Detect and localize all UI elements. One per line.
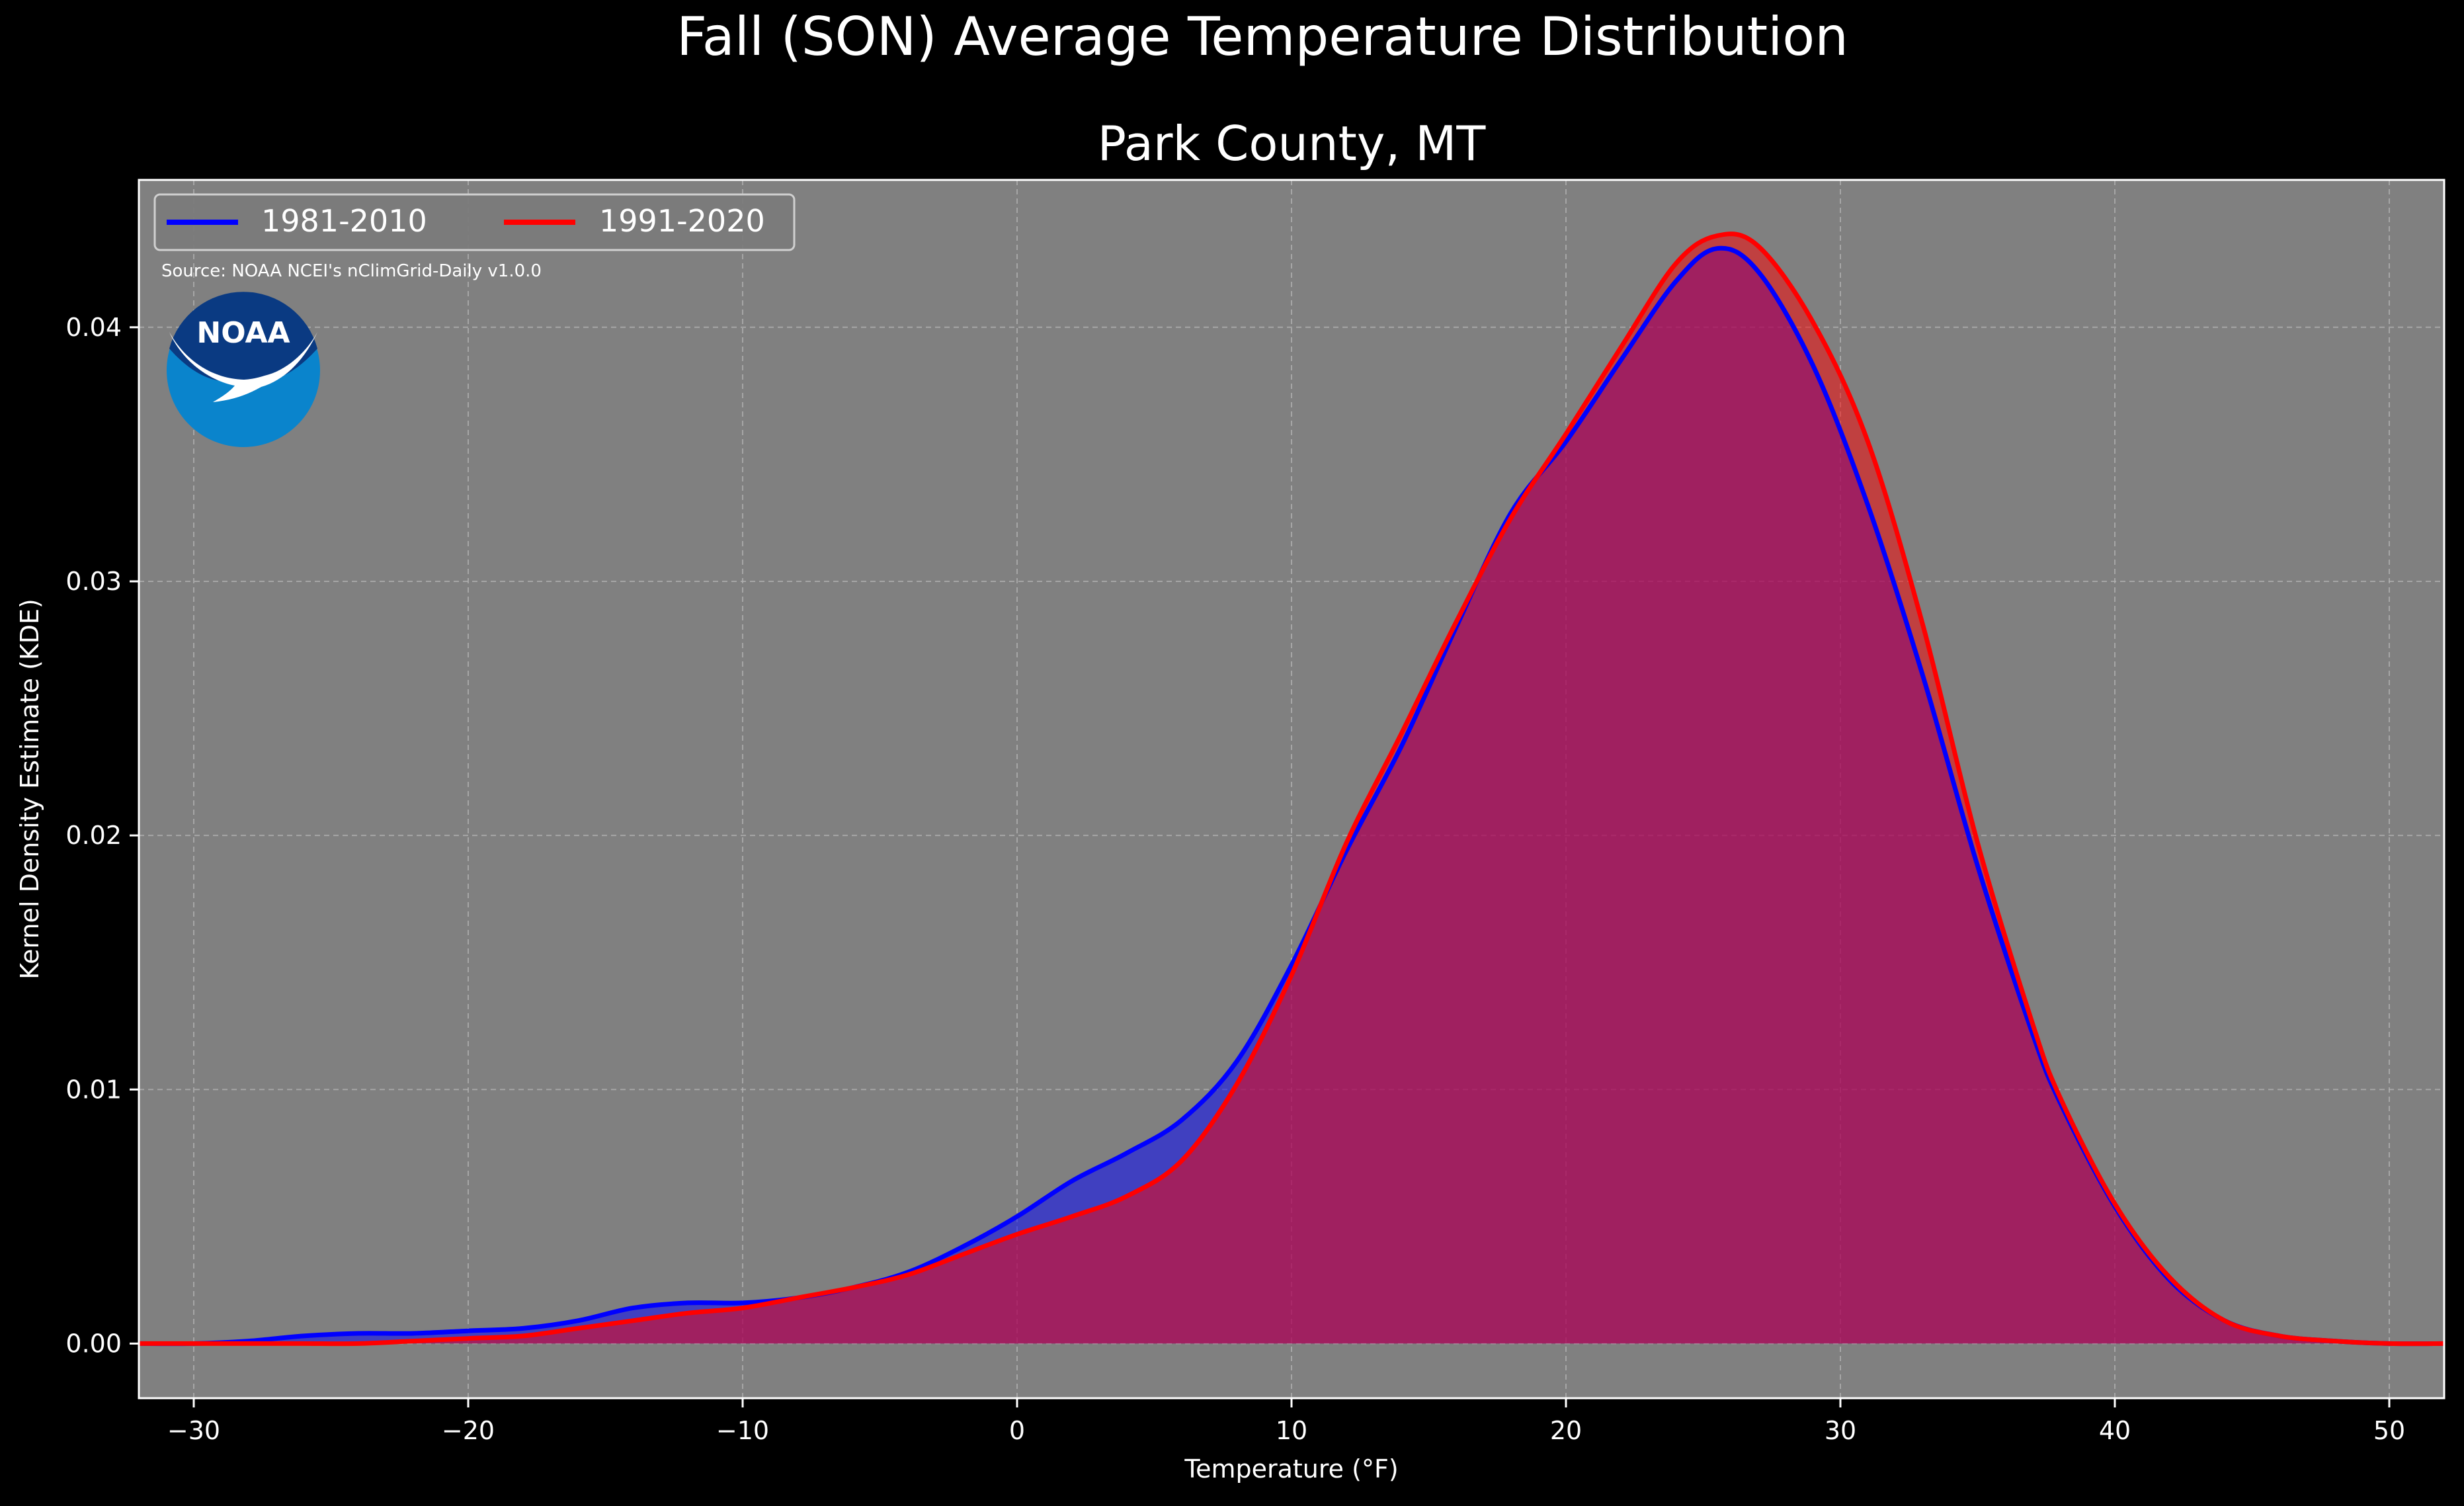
series-line-1991-2020 — [139, 231, 2445, 1347]
y-axis: 0.00 0.01 0.02 0.03 0.04 — [65, 313, 139, 1358]
series-line-1981-2010 — [138, 245, 2445, 1347]
y-axis-label: Kernel Density Estimate (KDE) — [15, 599, 44, 980]
legend: 1981-2010 1991-2020 — [153, 193, 796, 251]
y-tick-label: 0.02 — [65, 821, 122, 850]
legend-box — [153, 193, 796, 251]
legend-label-1991-2020: 1991-2020 — [599, 203, 765, 239]
source-note: Source: NOAA NCEI's nClimGrid-Daily v1.0… — [161, 261, 542, 281]
y-tick-label: 0.04 — [65, 313, 122, 342]
x-tick-label: 40 — [2099, 1416, 2131, 1445]
y-tick-label: 0.01 — [65, 1075, 122, 1104]
x-tick-label: 20 — [1550, 1416, 1582, 1445]
series-lines — [138, 231, 2445, 1347]
x-tick-label: −20 — [442, 1416, 495, 1445]
x-tick-label: 10 — [1276, 1416, 1307, 1445]
x-tick-label: 30 — [1825, 1416, 1856, 1445]
x-tick-label: −30 — [167, 1416, 220, 1445]
noaa-logo: NOAA — [167, 292, 320, 447]
x-tick-label: 0 — [1009, 1416, 1025, 1445]
y-tick-label: 0.00 — [65, 1329, 122, 1358]
x-axis-label: Temperature (°F) — [1184, 1454, 1398, 1484]
chart-suptitle: Fall (SON) Average Temperature Distribut… — [677, 6, 1848, 67]
x-tick-label: −10 — [716, 1416, 769, 1445]
x-axis: −30 −20 −10 0 10 20 30 40 50 — [167, 1398, 2405, 1445]
y-tick-label: 0.03 — [65, 567, 122, 596]
x-tick-label: 50 — [2373, 1416, 2405, 1445]
plot-area — [138, 179, 2445, 1400]
noaa-logo-text: NOAA — [196, 316, 290, 350]
legend-label-1981-2010: 1981-2010 — [261, 203, 427, 239]
chart-title: Park County, MT — [1098, 116, 1487, 171]
noaa-logo-bird-icon — [169, 332, 317, 402]
noaa-logo-top — [169, 292, 317, 382]
grid-lines — [139, 180, 2444, 1398]
